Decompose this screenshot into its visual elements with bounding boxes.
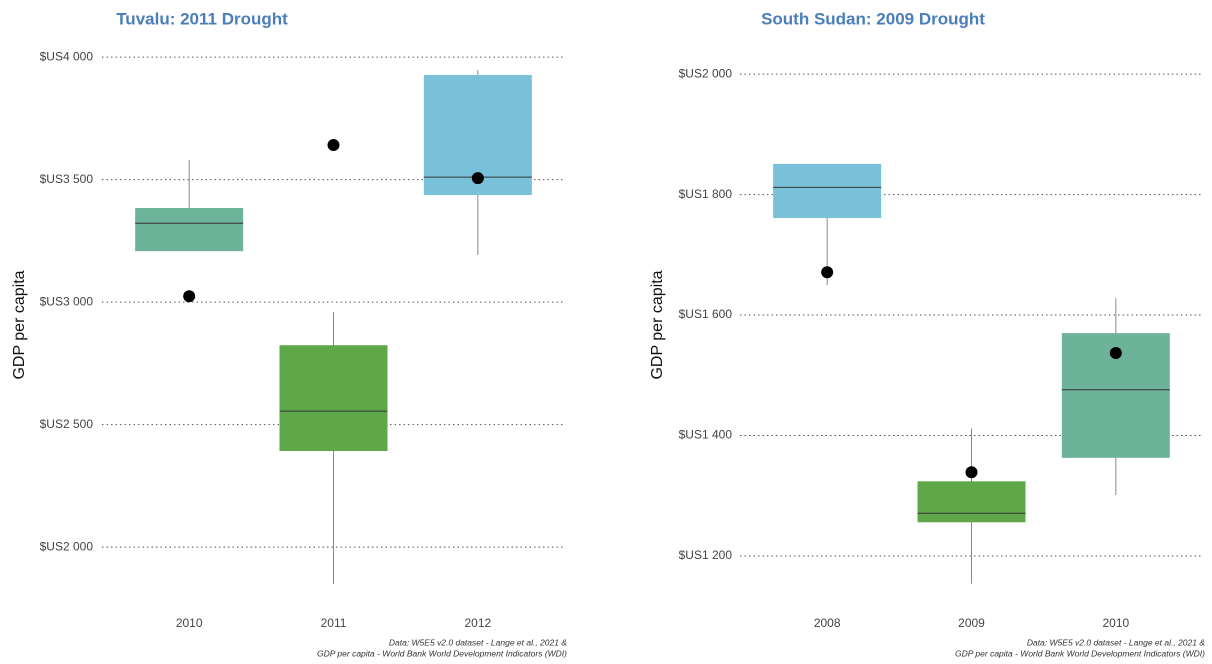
chart-title: Tuvalu: 2011 Drought	[116, 9, 288, 28]
source-note: GDP per capita - World Bank World Develo…	[317, 648, 567, 658]
point	[821, 266, 834, 279]
box	[135, 208, 244, 252]
source-note: GDP per capita - World Bank World Develo…	[955, 648, 1205, 658]
x-tick-label: 2010	[1102, 616, 1129, 630]
box	[917, 481, 1026, 523]
point	[183, 290, 196, 303]
y-tick-label: $US1 200	[679, 548, 733, 562]
x-tick-label: 2009	[958, 616, 985, 630]
point	[965, 466, 978, 479]
y-tick-label: $US4 000	[40, 49, 94, 63]
x-tick-label: 2012	[464, 616, 491, 630]
source-note: Data: W5E5 v2.0 dataset - Lange et al., …	[1027, 637, 1205, 647]
y-tick-label: $US1 800	[679, 187, 733, 201]
x-tick-label: 2008	[814, 616, 841, 630]
y-axis-label: GDP per capita	[11, 270, 28, 379]
point	[471, 172, 484, 185]
y-tick-label: $US1 400	[679, 428, 733, 442]
y-tick-label: $US1 600	[679, 307, 733, 321]
y-tick-label: $US3 000	[40, 294, 94, 308]
y-tick-label: $US2 000	[679, 66, 733, 80]
point	[1109, 347, 1122, 360]
x-tick-label: 2010	[176, 616, 203, 630]
y-tick-label: $US2 500	[40, 417, 94, 431]
x-tick-label: 2011	[321, 616, 347, 630]
point	[327, 139, 340, 152]
y-tick-label: $US2 000	[40, 539, 94, 553]
source-note: Data: W5E5 v2.0 dataset - Lange et al., …	[389, 637, 567, 647]
y-tick-label: $US3 500	[40, 172, 94, 186]
box	[773, 163, 882, 219]
y-axis-label: GDP per capita	[649, 270, 666, 379]
chart-title: South Sudan: 2009 Drought	[761, 9, 985, 28]
box	[279, 345, 388, 452]
